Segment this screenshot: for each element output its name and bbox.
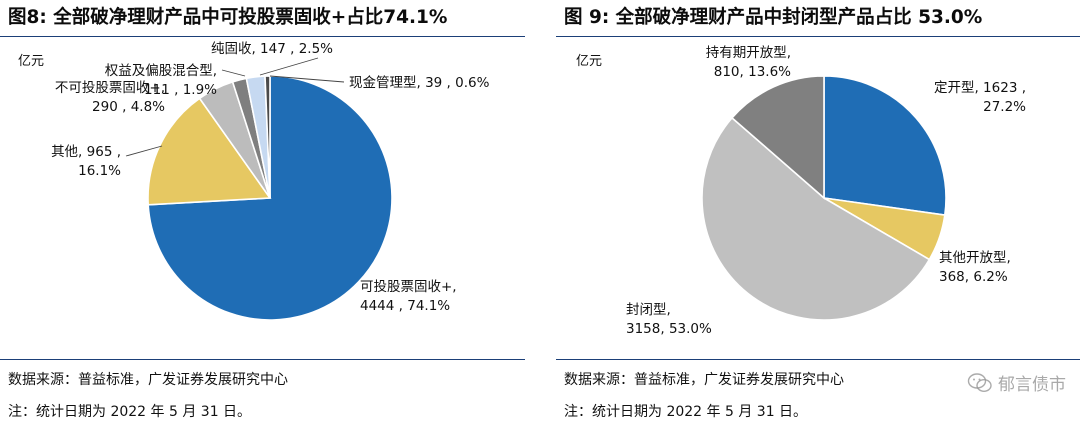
figure-9-note: 注：统计日期为 2022 年 5 月 31 日。 [564, 404, 808, 420]
fig9-slice-3 [701, 116, 931, 321]
fig9-slice-1 [823, 75, 947, 216]
figure-9-bottom-rule [556, 359, 1080, 360]
watermark-text: 郁言债市 [998, 375, 1066, 395]
fig8-label-1: 可投股票固收+, 4444 , 74.1% [360, 279, 457, 314]
figure-9-source: 数据来源：普益标准，广发证券发展研究中心 [564, 372, 844, 388]
fig8-leader-6 [269, 75, 345, 83]
fig9-label-4: 持有期开放型, 810, 13.6% [706, 45, 791, 80]
figure-8-note: 注：统计日期为 2022 年 5 月 31 日。 [8, 404, 252, 420]
figure-8-bottom-rule [0, 359, 525, 360]
fig8-label-2: 其他, 965 , 16.1% [51, 144, 121, 179]
fig8-leader-5 [259, 57, 319, 76]
fig8-label-3: 不可投股票固收+, 290 , 4.8% [55, 80, 165, 115]
fig8-unit-label: 亿元 [18, 54, 44, 69]
fig8-slice-6 [264, 75, 271, 199]
figure-8-top-rule [0, 36, 525, 37]
figure-9-top-rule [556, 36, 1080, 37]
figure-9-chart: 亿元定开型, 1623 , 27.2% 其他开放型, 368, 6.2% 封闭型, 315… [556, 38, 1080, 356]
fig8-label-6: 现金管理型, 39 , 0.6% [349, 75, 490, 91]
fig9-label-1: 定开型, 1623 , 27.2% [934, 80, 1026, 115]
fig8-label-4: 权益及偏股混合型, 111 , 1.9% [105, 62, 217, 98]
wechat-icon [967, 372, 992, 392]
fig9-label-2: 其他开放型, 368, 6.2% [939, 250, 1011, 285]
fig8-label-5: 纯固收, 147 , 2.5% [211, 41, 333, 57]
watermark: 郁言债市 [967, 370, 1066, 395]
figure-9-title: 图 9: 全部破净理财产品中封闭型产品占比 53.0% [564, 7, 983, 28]
fig8-leader-4 [221, 69, 246, 77]
figure-8-title: 图8: 全部破净理财产品中可投股票固收+占比74.1% [8, 7, 448, 28]
figure-8-chart: 亿元可投股票固收+, 4444 , 74.1% 其他, 965 , 16.1% 不可投股… [0, 38, 525, 356]
fig8-leader-2 [125, 145, 163, 157]
fig9-slice-4 [730, 75, 825, 200]
figure-8-panel: 图8: 全部破净理财产品中可投股票固收+占比74.1% 亿元可投股票固收+, 44… [0, 0, 525, 431]
fig8-slice-2 [147, 97, 272, 206]
fig9-unit-label: 亿元 [576, 54, 602, 69]
fig9-label-3: 封闭型, 3158, 53.0% [626, 302, 712, 337]
figure-8-source: 数据来源：普益标准，广发证券发展研究中心 [8, 372, 288, 388]
figure-9-panel: 图 9: 全部破净理财产品中封闭型产品占比 53.0% 亿元定开型, 1623 … [556, 0, 1080, 431]
